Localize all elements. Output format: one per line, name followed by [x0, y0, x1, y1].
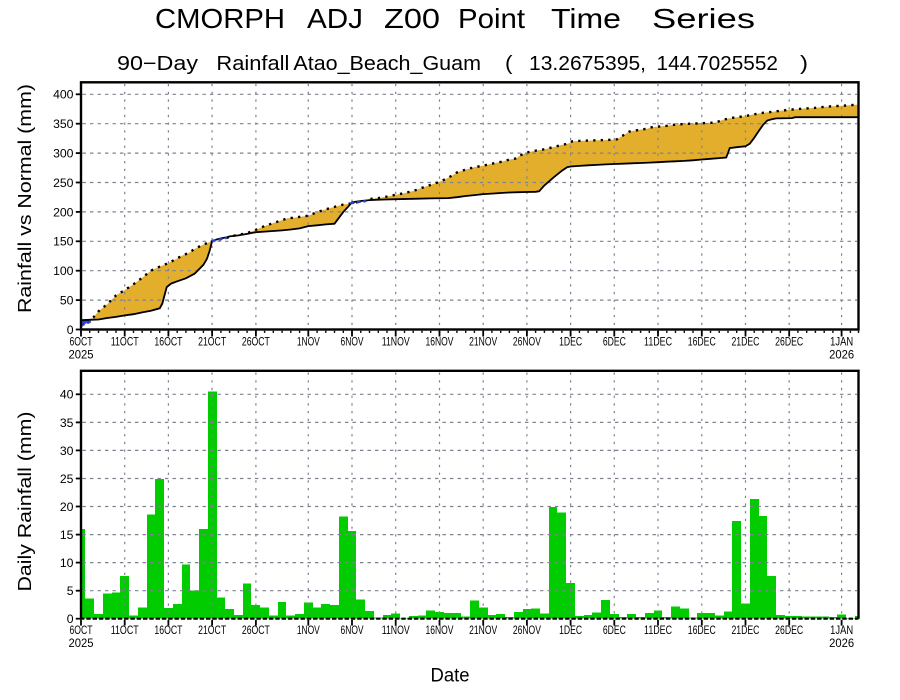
svg-text:16DEC: 16DEC [688, 335, 716, 349]
svg-text:Date: Date [431, 666, 470, 687]
svg-text:15: 15 [60, 528, 74, 542]
svg-text:26NOV: 26NOV [513, 335, 542, 349]
svg-text:5: 5 [67, 584, 74, 598]
svg-text:Daily Rainfall (mm): Daily Rainfall (mm) [15, 412, 35, 592]
svg-text:Rainfall vs Normal (mm): Rainfall vs Normal (mm) [15, 84, 35, 313]
svg-text:150: 150 [53, 235, 73, 249]
svg-text:250: 250 [53, 176, 73, 190]
svg-text:16OCT: 16OCT [154, 623, 182, 637]
svg-text:ADJ: ADJ [307, 3, 363, 34]
svg-text:21DEC: 21DEC [731, 623, 759, 637]
svg-text:26DEC: 26DEC [775, 335, 803, 349]
svg-text:Z00: Z00 [384, 3, 440, 34]
svg-text:26NOV: 26NOV [513, 623, 542, 637]
svg-text:11NOV: 11NOV [382, 335, 411, 349]
svg-text:0: 0 [67, 323, 74, 337]
svg-text:0: 0 [67, 612, 74, 626]
svg-text:Series: Series [652, 3, 755, 34]
svg-text:1DEC: 1DEC [559, 623, 582, 637]
svg-text:CMORPH: CMORPH [155, 3, 285, 34]
svg-text:11DEC: 11DEC [644, 623, 672, 637]
svg-text:300: 300 [53, 147, 73, 161]
svg-text:400: 400 [53, 88, 73, 102]
svg-text:6NOV: 6NOV [341, 623, 364, 637]
svg-text:16NOV: 16NOV [425, 335, 454, 349]
svg-text:6DEC: 6DEC [603, 335, 626, 349]
svg-text:20: 20 [60, 500, 74, 514]
svg-text:1NOV: 1NOV [297, 335, 320, 349]
svg-text:50: 50 [60, 294, 74, 308]
svg-text:2025: 2025 [69, 636, 94, 650]
svg-text:30: 30 [60, 444, 74, 458]
svg-text:16NOV: 16NOV [425, 623, 454, 637]
svg-text:11DEC: 11DEC [644, 335, 672, 349]
svg-text:40: 40 [60, 388, 74, 402]
svg-text:26OCT: 26OCT [242, 335, 270, 349]
svg-text:11OCT: 11OCT [111, 335, 139, 349]
svg-text:(: ( [505, 53, 513, 75]
svg-text:144.7025552: 144.7025552 [657, 53, 779, 75]
svg-text:21NOV: 21NOV [469, 623, 498, 637]
svg-text:35: 35 [60, 416, 74, 430]
svg-text:25: 25 [60, 472, 74, 486]
svg-text:16DEC: 16DEC [688, 623, 716, 637]
svg-text:2026: 2026 [829, 636, 854, 650]
svg-text:21DEC: 21DEC [731, 335, 759, 349]
svg-text:1NOV: 1NOV [297, 623, 320, 637]
svg-text:Rainfall: Rainfall [216, 53, 289, 75]
svg-text:1JAN: 1JAN [830, 335, 853, 349]
svg-text:1JAN: 1JAN [830, 623, 853, 637]
svg-text:16OCT: 16OCT [154, 335, 182, 349]
svg-text:Point: Point [458, 3, 525, 34]
svg-text:26DEC: 26DEC [775, 623, 803, 637]
svg-text:26OCT: 26OCT [242, 623, 270, 637]
svg-text:6DEC: 6DEC [603, 623, 626, 637]
svg-text:11NOV: 11NOV [382, 623, 411, 637]
svg-text:11OCT: 11OCT [111, 623, 139, 637]
svg-text:Atao_Beach_Guam: Atao_Beach_Guam [293, 53, 481, 75]
svg-text:90−Day: 90−Day [117, 53, 198, 75]
svg-text:21NOV: 21NOV [469, 335, 498, 349]
svg-text:6OCT: 6OCT [70, 623, 93, 637]
svg-text:2026: 2026 [829, 348, 854, 362]
svg-text:100: 100 [53, 264, 73, 278]
svg-text:): ) [800, 53, 808, 75]
svg-text:6OCT: 6OCT [70, 335, 93, 349]
svg-text:21OCT: 21OCT [198, 335, 226, 349]
svg-text:21OCT: 21OCT [198, 623, 226, 637]
svg-text:200: 200 [53, 205, 73, 219]
svg-text:2025: 2025 [69, 348, 94, 362]
svg-text:13.2675395,: 13.2675395, [529, 53, 646, 75]
svg-text:350: 350 [53, 117, 73, 131]
svg-text:10: 10 [60, 556, 74, 570]
svg-text:1DEC: 1DEC [559, 335, 582, 349]
svg-text:6NOV: 6NOV [341, 335, 364, 349]
svg-text:Time: Time [551, 3, 621, 34]
